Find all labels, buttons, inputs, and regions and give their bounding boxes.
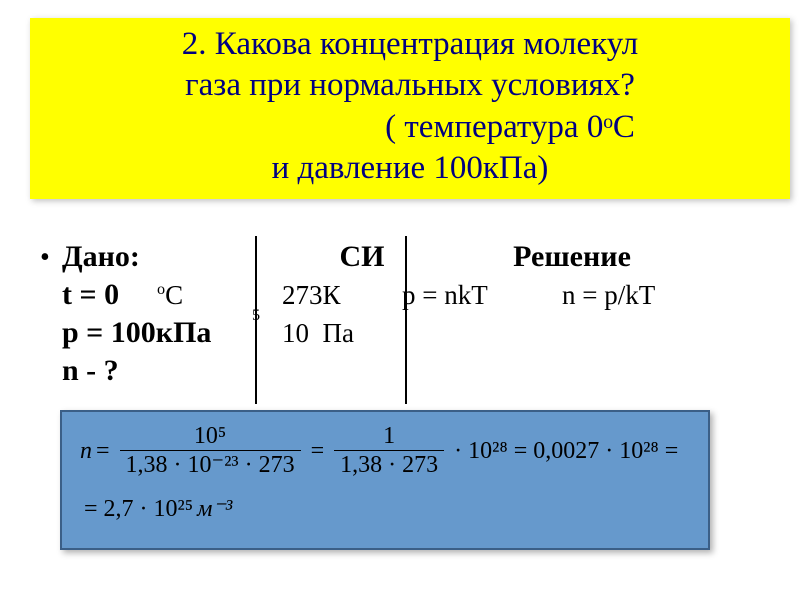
- equals-2: =: [311, 439, 325, 463]
- formula-p-nkt: p = nkT: [402, 280, 562, 311]
- fraction-1: 10⁵ 1,38 · 10⁻²³ · 273: [120, 422, 301, 479]
- title-line-1: 2. Какова концентрация молекул: [40, 24, 780, 65]
- t-label: t = 0: [62, 278, 157, 312]
- header-row: • Дано: СИ Решение: [40, 240, 760, 274]
- frac2-num: 1: [377, 422, 401, 450]
- row-temperature: t = 0 oС 273К p = nkT n = p/kT: [40, 278, 760, 312]
- row-question: n - ?: [40, 354, 760, 388]
- formula-mid: · 10²⁸ = 0,0027 · 10²⁸ =: [454, 439, 678, 463]
- n-question: n - ?: [62, 354, 119, 388]
- t-si: 273К: [282, 280, 402, 311]
- title-line-3: ( температура 0ᵒС: [40, 107, 780, 148]
- equals-1: =: [96, 439, 110, 463]
- title-line-4: и давление 100кПа): [40, 148, 780, 189]
- label-dano: Дано:: [62, 240, 282, 274]
- formula-n-pkt: n = p/kT: [562, 280, 655, 311]
- formula-result: = 2,7 · 10²⁵: [84, 497, 193, 521]
- fraction-2: 1 1,38 · 273: [334, 422, 444, 479]
- formula-lhs: n: [80, 439, 92, 463]
- row-pressure: p = 100кПа 5 10 Па: [40, 316, 760, 350]
- frac1-num: 10⁵: [188, 422, 232, 450]
- formula-line-2: = 2,7 · 10²⁵ м⁻³: [80, 497, 690, 521]
- bullet-icon: •: [40, 240, 62, 272]
- label-si: СИ: [282, 240, 442, 274]
- p-si-exp: 5: [252, 306, 282, 337]
- p-si-val: 10 Па: [282, 318, 354, 349]
- p-label: p = 100кПа: [62, 316, 252, 350]
- given-block: • Дано: СИ Решение t = 0 oС 273К p = nkT…: [40, 240, 760, 388]
- formula-line-1: n = 10⁵ 1,38 · 10⁻²³ · 273 = 1 1,38 · 27…: [80, 422, 690, 479]
- title-line-2: газа при нормальных условиях?: [40, 65, 780, 106]
- frac2-den: 1,38 · 273: [334, 450, 444, 479]
- label-solution: Решение: [442, 240, 702, 274]
- formula-box: n = 10⁵ 1,38 · 10⁻²³ · 273 = 1 1,38 · 27…: [60, 410, 710, 550]
- formula-unit: м⁻³: [197, 497, 232, 521]
- physics-slide: 2. Какова концентрация молекул газа при …: [0, 0, 800, 600]
- title-box: 2. Какова концентрация молекул газа при …: [30, 18, 790, 199]
- frac1-den: 1,38 · 10⁻²³ · 273: [120, 450, 301, 479]
